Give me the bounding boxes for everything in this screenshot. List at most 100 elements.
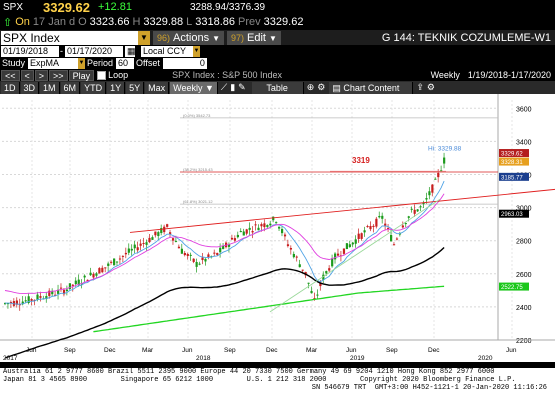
offset-input[interactable]: 0: [162, 57, 207, 69]
candle-body: [110, 261, 113, 263]
draw-icon[interactable]: ✎: [238, 82, 246, 92]
candle-body: [257, 227, 260, 231]
candle-body: [201, 257, 204, 261]
chart-content-button[interactable]: ▤ Chart Content: [329, 81, 414, 94]
candle-body: [136, 247, 139, 251]
table-button[interactable]: Table: [251, 81, 304, 94]
title-bar: SPX Index ▼ 96) Actions ▼ 97) Edit ▼ G 144: …: [0, 30, 555, 45]
range-5y[interactable]: 5Y: [126, 81, 145, 94]
chart-svg: 22002400260028003000320034003600JunSepDe…: [0, 94, 555, 362]
candle-body: [363, 230, 366, 233]
actions-number: 96): [157, 32, 171, 43]
year-label: 2017: [3, 355, 18, 362]
candle-body: [222, 245, 225, 249]
ema-green-line: [93, 285, 445, 333]
candle-body: [233, 238, 237, 241]
candle-body: [431, 184, 434, 193]
x-tick-label: Mar: [142, 347, 154, 354]
line-chart-icon[interactable]: ⟋: [220, 82, 228, 92]
settings-icon[interactable]: ⚙: [317, 82, 326, 92]
range-ytd[interactable]: YTD: [81, 81, 107, 94]
candle-body: [348, 244, 351, 248]
range-1d[interactable]: 1D: [1, 81, 20, 94]
candle-body: [401, 225, 404, 228]
range-1m[interactable]: 1M: [40, 81, 60, 94]
offset-label: Offset: [136, 58, 160, 68]
loop-checkbox[interactable]: [97, 70, 107, 80]
security-dropdown-icon[interactable]: ▼: [138, 30, 150, 45]
candle-body: [101, 267, 104, 273]
high-annotation: Hi: 3329.88: [428, 145, 462, 152]
candle-body: [230, 237, 234, 240]
edit-label: Edit: [247, 31, 266, 44]
currency-dropdown-icon[interactable]: ▼: [193, 45, 200, 57]
candle-body: [71, 284, 74, 286]
actions-label: Actions: [173, 31, 210, 44]
candle-body: [166, 224, 169, 227]
y-tick-label: 2600: [516, 272, 532, 279]
x-tick-label: Dec: [104, 347, 116, 354]
candle-body: [154, 231, 157, 236]
candle-body: [387, 227, 390, 229]
last-button[interactable]: >>: [49, 69, 68, 81]
ema-short-line: [5, 180, 445, 305]
candle-body: [319, 282, 322, 287]
y-tick-label: 2400: [516, 305, 532, 312]
candle-body: [345, 243, 349, 250]
study-select[interactable]: ExpMA: [28, 57, 79, 69]
footer-line-2: Japan 81 3 4565 8900 Singapore 65 6212 1…: [3, 376, 516, 384]
next-button[interactable]: >: [34, 69, 49, 81]
candle-body: [239, 231, 242, 233]
candle-body: [77, 279, 80, 286]
candle-body: [422, 202, 425, 205]
candle-body: [336, 253, 340, 256]
candle-body: [419, 206, 422, 208]
end-date-input[interactable]: 01/17/2020: [65, 45, 123, 57]
candle-body: [254, 224, 257, 226]
range-1y[interactable]: 1Y: [107, 81, 126, 94]
start-date-input[interactable]: 01/19/2018: [1, 45, 59, 57]
footer-line-1: Australia 61 2 9777 8600 Brazil 5511 239…: [3, 368, 495, 376]
candle-icon[interactable]: ▮: [230, 82, 236, 92]
play-button[interactable]: Play: [68, 69, 95, 81]
study-dropdown-icon[interactable]: ▼: [78, 57, 86, 69]
footer-line-3: SN 546679 TRT GMT+3:00 H452-1121-1 20-Ja…: [311, 384, 547, 392]
high-value: 3329.88: [143, 16, 184, 28]
candle-body: [204, 258, 207, 262]
zoom-icon[interactable]: ⊕: [306, 82, 315, 92]
x-tick-label: Jun: [182, 347, 193, 354]
x-tick-label: Mar: [306, 347, 318, 354]
export-icon[interactable]: ⇪: [416, 82, 424, 92]
actions-menu[interactable]: 96) Actions ▼: [153, 30, 225, 45]
candle-body: [115, 261, 119, 263]
interval-select[interactable]: Weekly ▼: [170, 81, 218, 94]
x-tick-label: Sep: [386, 347, 398, 354]
price-tag-label: 3329.62: [501, 152, 523, 158]
candle-body: [92, 273, 95, 278]
open-value: 3323.66: [89, 16, 130, 28]
first-button[interactable]: <<: [1, 69, 20, 81]
price-tag-bg: [499, 149, 529, 158]
security-field[interactable]: SPX Index: [1, 30, 138, 45]
candle-body: [107, 263, 110, 266]
range-3d[interactable]: 3D: [20, 81, 40, 94]
candle-body: [183, 252, 186, 256]
range-max[interactable]: Max: [145, 81, 170, 94]
candle-body: [236, 234, 239, 238]
price-chart[interactable]: 22002400260028003000320034003600JunSepDe…: [0, 94, 555, 362]
candle-body: [74, 280, 77, 285]
open-label: O: [78, 16, 87, 28]
candle-body: [272, 216, 275, 221]
currency-select[interactable]: Local CCY: [141, 45, 193, 57]
candle-body: [180, 248, 183, 254]
period-input[interactable]: 60: [116, 57, 135, 69]
candle-body: [283, 234, 287, 237]
calendar-icon[interactable]: ▦: [125, 45, 136, 57]
range-6m[interactable]: 6M: [60, 81, 81, 94]
prev-button[interactable]: <: [20, 69, 34, 81]
gear-icon[interactable]: ⚙: [426, 82, 435, 92]
candle-body: [392, 244, 396, 246]
candle-body: [83, 275, 86, 278]
edit-menu[interactable]: 97) Edit ▼: [227, 30, 281, 45]
quote-line: ⇧ On 17 Jan d O 3323.66 H 3329.88 L 3318…: [0, 14, 555, 30]
